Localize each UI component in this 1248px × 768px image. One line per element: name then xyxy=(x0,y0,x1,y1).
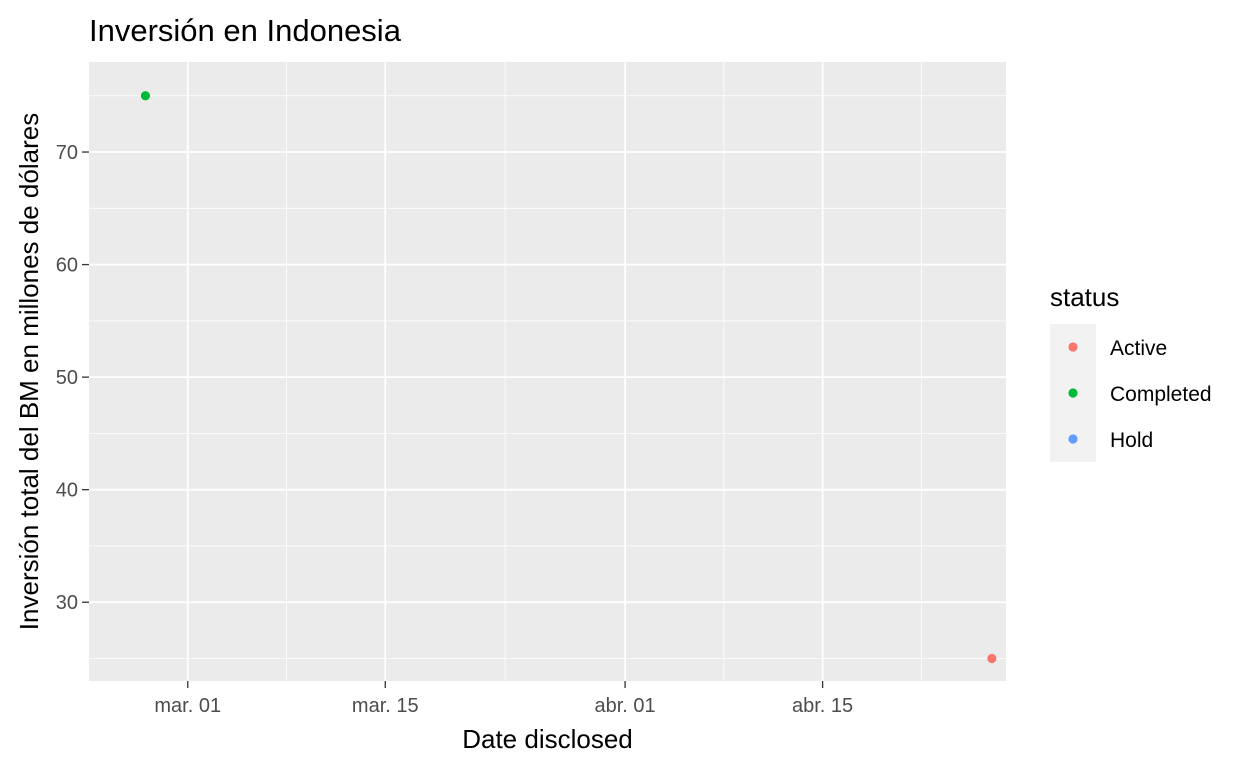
x-tick-label: abr. 15 xyxy=(792,695,853,717)
chart-title: Inversión en Indonesia xyxy=(89,13,402,48)
data-point-completed xyxy=(140,91,151,101)
x-axis-title: Date disclosed xyxy=(462,724,633,754)
legend-key-hold xyxy=(1068,434,1078,444)
axis-ticks: 30 40 50 60 70 mar. 01 mar. 15 abr. 01 abr. 15 xyxy=(56,142,853,717)
legend-label-hold: Hold xyxy=(1110,429,1153,452)
grid-lines xyxy=(89,62,1006,681)
legend-title: status xyxy=(1050,282,1119,312)
legend-label-completed: Completed xyxy=(1110,383,1212,406)
y-tick-label: 50 xyxy=(56,367,78,389)
legend-label-active: Active xyxy=(1110,337,1167,360)
x-tick-label: mar. 15 xyxy=(352,695,419,717)
x-tick-label: abr. 01 xyxy=(595,695,656,717)
plot-panel xyxy=(89,62,1006,681)
x-tick-label: mar. 01 xyxy=(154,695,221,717)
legend: status Active Completed Hold xyxy=(1050,282,1212,462)
y-tick-label: 30 xyxy=(56,592,78,614)
y-tick-label: 60 xyxy=(56,255,78,277)
legend-key-active xyxy=(1068,342,1078,352)
y-tick-label: 40 xyxy=(56,480,78,502)
y-axis-title: Inversión total del BM en millones de dó… xyxy=(14,113,44,630)
data-point-active xyxy=(987,653,997,664)
y-tick-label: 70 xyxy=(56,142,78,164)
data-points xyxy=(140,91,997,664)
legend-key-completed xyxy=(1068,388,1078,398)
